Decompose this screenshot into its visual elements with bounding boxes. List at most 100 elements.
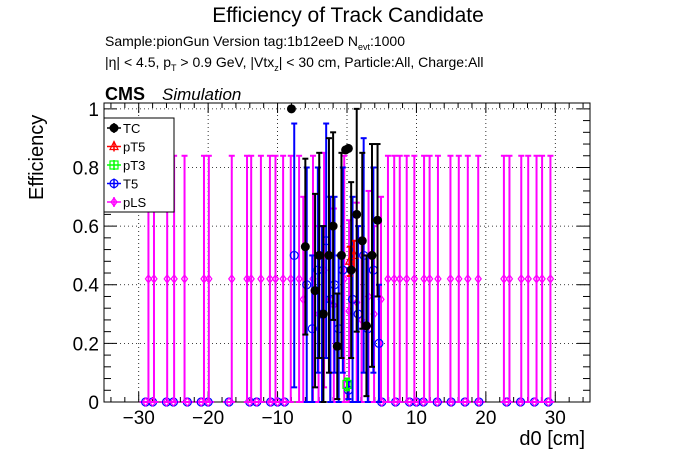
data-point-pls bbox=[271, 273, 280, 284]
data-point-pls bbox=[266, 273, 274, 284]
data-point-tc bbox=[310, 286, 320, 296]
x-tick-label: 10 bbox=[406, 408, 427, 429]
data-point-tc bbox=[328, 221, 338, 231]
nevt-subscript: evt bbox=[357, 42, 370, 52]
legend-label-pt5: pT5 bbox=[123, 140, 145, 155]
y-tick-label: 1 bbox=[88, 100, 99, 121]
data-point-pls bbox=[180, 273, 189, 284]
data-point-pls bbox=[425, 273, 434, 284]
x-axis-label: d0 [cm] bbox=[519, 428, 585, 450]
data-point-tc bbox=[361, 321, 371, 331]
data-point-pls bbox=[384, 273, 392, 284]
data-point-tc bbox=[367, 250, 377, 260]
cms-label: CMS bbox=[105, 84, 145, 104]
chart-title: Efficiency of Track Candidate bbox=[212, 4, 484, 27]
x-tick-label: −30 bbox=[123, 408, 155, 429]
data-point-t5 bbox=[374, 338, 384, 348]
data-point-pls bbox=[227, 273, 236, 284]
data-point-tc bbox=[346, 265, 356, 275]
data-point-pls bbox=[474, 273, 482, 284]
data-point-pls bbox=[505, 273, 514, 284]
y-tick-label: 0.8 bbox=[73, 158, 99, 179]
zero-bin-point bbox=[169, 397, 178, 407]
data-point-tc bbox=[332, 341, 342, 351]
zero-bin-point bbox=[447, 397, 455, 407]
data-point-pls bbox=[247, 273, 255, 284]
sample-info: Sample:pionGun Version tag:1b12eeD Nevt:… bbox=[105, 33, 406, 52]
data-point-tc bbox=[324, 250, 334, 260]
legend-marker-pt5 bbox=[109, 140, 119, 151]
zero-bin-point bbox=[162, 397, 171, 407]
x-tick-label: 0 bbox=[342, 408, 353, 429]
y-tick-label: 0.6 bbox=[73, 217, 99, 238]
vtx-subscript: z bbox=[274, 63, 279, 73]
legend-marker-pt3 bbox=[109, 160, 119, 170]
data-point-tc bbox=[352, 209, 362, 219]
y-tick-label: 0.2 bbox=[73, 334, 99, 355]
data-point-pls bbox=[524, 273, 532, 284]
data-point-tc bbox=[300, 242, 310, 252]
data-point-tc bbox=[336, 250, 346, 260]
simulation-label: Simulation bbox=[162, 85, 242, 104]
data-point-pls bbox=[420, 273, 428, 284]
selection-cuts: |η| < 4.5, pT > 0.9 GeV, |Vtxz| < 30 cm,… bbox=[105, 54, 484, 73]
legend-label-t5: T5 bbox=[123, 177, 138, 192]
data-point-pls bbox=[390, 273, 398, 284]
pt-subscript: T bbox=[171, 63, 177, 73]
cuts-part-c: | < 30 cm, Particle:All, Charge:All bbox=[278, 54, 484, 70]
data-point-pls bbox=[257, 273, 265, 284]
zero-bin-point bbox=[475, 397, 483, 407]
data-point-tc bbox=[373, 215, 383, 225]
data-point-tc bbox=[357, 236, 367, 246]
data-point-tc bbox=[314, 250, 324, 260]
data-point-t5 bbox=[307, 324, 317, 334]
zero-bin-point bbox=[252, 397, 261, 407]
cuts-part-a: |η| < 4.5, p bbox=[105, 54, 172, 70]
data-point-pls bbox=[170, 273, 178, 284]
zero-bin-point bbox=[419, 397, 428, 407]
data-point-t5 bbox=[289, 250, 299, 261]
data-point-pls bbox=[538, 273, 546, 284]
x-tick-label: −10 bbox=[261, 408, 293, 429]
data-point-pls bbox=[396, 273, 404, 284]
data-point-pls bbox=[205, 273, 213, 284]
data-point-pls bbox=[546, 273, 555, 284]
y-tick-label: 0.4 bbox=[73, 276, 100, 297]
sample-text: Sample:pionGun Version tag:1b12eeD N bbox=[105, 33, 358, 49]
data-point-pls bbox=[446, 273, 455, 284]
data-point-pls bbox=[200, 273, 208, 284]
zero-bin-point bbox=[204, 397, 212, 407]
data-point-pls bbox=[434, 273, 442, 284]
cuts-part-b: > 0.9 GeV, |Vtx bbox=[176, 54, 275, 70]
data-point-pls bbox=[500, 273, 508, 284]
legend-marker-t5 bbox=[109, 178, 119, 189]
data-point-pls bbox=[410, 273, 419, 284]
nevt-value: :1000 bbox=[369, 33, 406, 49]
legend-label-pt3: pT3 bbox=[123, 158, 145, 173]
data-point-pls bbox=[163, 273, 171, 284]
data-point-pls bbox=[517, 273, 526, 284]
data-point-t5 bbox=[302, 280, 312, 290]
data-point-pls bbox=[150, 273, 158, 284]
zero-bin-point bbox=[433, 397, 442, 407]
x-tick-label: 30 bbox=[545, 408, 566, 429]
data-point-pls bbox=[464, 273, 472, 284]
data-point-pls bbox=[455, 273, 463, 284]
data-point-tc bbox=[286, 104, 296, 114]
legend-label-pls: pLS bbox=[123, 195, 146, 210]
x-tick-label: 20 bbox=[475, 408, 496, 429]
data-point-pls bbox=[144, 273, 153, 284]
x-tick-label: −20 bbox=[192, 408, 224, 429]
data-point-pls bbox=[287, 273, 295, 284]
zero-bin-point bbox=[266, 397, 275, 407]
data-point-pt3 bbox=[342, 379, 352, 390]
zero-bin-point bbox=[516, 397, 525, 407]
data-point-tc bbox=[318, 309, 328, 319]
data-point-pls bbox=[279, 273, 287, 284]
legend-label-tc: TC bbox=[123, 121, 140, 136]
data-point-pls bbox=[295, 273, 303, 284]
legend-marker-tc bbox=[109, 123, 119, 133]
data-point-pls bbox=[402, 273, 411, 284]
legend-marker-pls bbox=[110, 197, 118, 207]
